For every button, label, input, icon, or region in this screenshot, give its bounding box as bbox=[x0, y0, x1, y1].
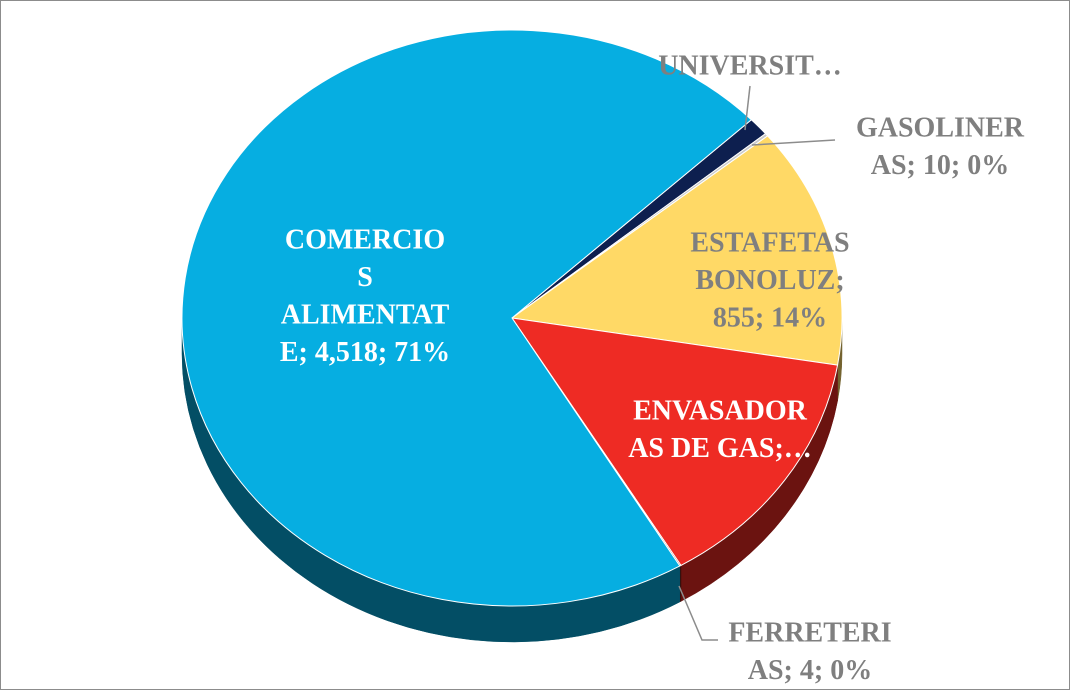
data-label: ENVASADOR bbox=[633, 395, 808, 426]
data-label: FERRETERI bbox=[728, 617, 891, 648]
data-label: AS DE GAS;… bbox=[628, 433, 812, 464]
data-label: ESTAFETAS bbox=[690, 227, 849, 258]
data-label: ALIMENTAT bbox=[281, 299, 450, 330]
data-label: COMERCIO bbox=[285, 224, 445, 255]
data-label: GASOLINER bbox=[856, 112, 1025, 143]
leader-line bbox=[744, 85, 751, 131]
data-label: AS; 10; 0% bbox=[871, 150, 1009, 181]
leader-line bbox=[751, 139, 836, 146]
data-label: AS; 4; 0% bbox=[748, 655, 872, 686]
data-label: BONOLUZ; bbox=[695, 265, 844, 296]
pie-slice bbox=[181, 29, 753, 607]
pie-slice bbox=[510, 135, 843, 366]
data-label: UNIVERSIT… bbox=[658, 50, 842, 81]
leader-line bbox=[678, 585, 718, 641]
data-label: S bbox=[357, 262, 373, 293]
data-label: E; 4,518; 71% bbox=[280, 337, 450, 368]
data-label: 855; 14% bbox=[713, 302, 827, 333]
pie-slice bbox=[510, 317, 839, 567]
